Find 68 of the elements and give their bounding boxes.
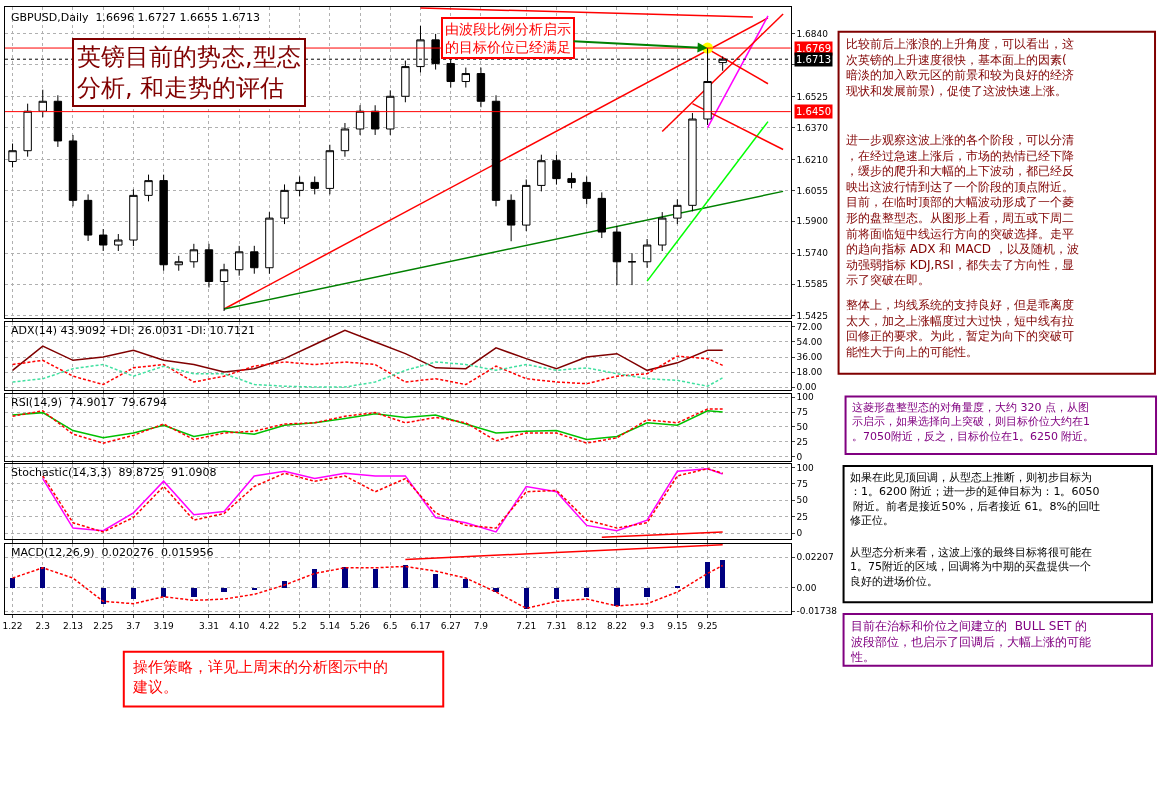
x-tick-label: 1.22 [2,620,23,631]
chart-title: ADX(14) 43.9092 +DI: 26.0031 -DI: 10.7121 [11,324,256,337]
y-tick-label: 0 [796,452,803,463]
x-tick-label: 5.14 [319,620,341,631]
x-tick-label: 7.31 [546,620,567,631]
chart-title: Stochastic(14,3,3) 89.8725 91.0908 [11,466,217,479]
y-tick-label: 1.5585 [796,279,828,290]
y-tick-label: 75 [796,479,808,489]
y-tick-label: 0.00 [796,582,817,593]
y-tick-label: 1.5900 [796,216,829,227]
y-tick-label: -0.01738 [796,606,838,617]
y-tick-label: 100 [796,462,814,473]
y-tick-label: 0 [796,528,803,539]
text: 从型态分析来看，这波上涨的最终目标将很可能在1。75附近的区域，回调将为中期的买盘提供一个良好的进场价位。 [850,546,1092,588]
y-tick-label: 25 [796,511,808,522]
x-tick-label: 2.13 [62,620,84,631]
y-tick-label: 1.6840 [796,29,829,40]
text: 这菱形盘整型态的对角量度，大约 320 点，从图示启示，如果选择向上突破，则目标价位大约在1。7050附近，反之，目标价位在1。6250 附近。 [852,401,1095,443]
text: 目前在治标和价位之间建立的 BULL SET 的波段部位，也启示了回调后，大幅上涨的可能性。 [850,619,1091,665]
x-tick-label: 8.22 [606,620,627,631]
y-tick-label: 1.6525 [796,91,828,102]
y-tick-label: 0.00 [796,382,817,393]
x-tick-label: 4.22 [259,620,280,631]
y-tick-label: 25 [796,437,808,448]
x-tick-label: 6.27 [440,620,461,631]
text: 整体上，均线系统的支持良好，但是乖离度太大，加之上涨幅度过大过快，短中线有拉回修正的要求。为此，暂定为向下的突破可能性大于向上的可能性。 [846,298,1074,359]
x-tick-label: 8.12 [576,620,597,631]
y-tick-label: 75 [796,407,808,418]
y-tick-label: 1.6055 [796,185,828,196]
x-tick-label: 3.7 [126,620,141,631]
text: 进一步观察这波上涨的各个阶段，可以分清，在经过急速上涨后，市场的热情已经下降，缓步的爬升和大幅的上下波动，都已经反映出这波行情到达了一个阶段的顶点附近。目前，在临时顶部的大幅波动形成了一个菱形的盘整型态。从图形上看，周五或下周二前将面临短中线运行方向的突破选择。走平的趋向指标 ADX 和 MACD ，以及随机，波动强弱指标 KDJ,RSI，都失去了方向性，显示了突破在即。 [846,133,1079,288]
ref-line-label: 1.6713 [796,54,831,65]
chart-title: MACD(12,26,9) 0.020276 0.015956 [11,546,214,559]
x-tick-label: 7.21 [516,620,537,631]
x-tick-label: 3.19 [153,620,174,631]
x-tick-label: 9.3 [639,620,655,631]
y-tick-label: 0.02207 [796,552,834,563]
text: 操作策略，详见上周末的分析图示中的建议。 [132,658,388,696]
y-tick-label: 18.00 [796,367,823,378]
y-tick-label: 1.5740 [796,248,829,259]
y-tick-label: 36.00 [796,352,823,363]
y-tick-label: 1.6210 [796,154,829,165]
x-tick-label: 4.10 [229,620,250,631]
y-tick-label: 54.00 [796,337,823,348]
x-tick-label: 2.25 [93,620,114,631]
x-tick-label: 6.17 [410,620,431,631]
x-tick-label: 5.26 [350,620,371,631]
chart-title: GBPUSD,Daily 1.6696 1.6727 1.6655 1.6713 [11,11,260,24]
ref-line-label: 1.6769 [796,43,831,54]
y-tick-label: 100 [796,392,814,403]
text: 如果在此见顶回调，从型态上推断，则初步目标为：1。6200 附近；进一步的延伸目标为：1。6050 附近。前者是接近50%，后者接近 61。8%的回吐修正位。 [850,471,1100,527]
text: 比较前后上涨浪的上升角度，可以看出，这次英镑的上升速度很快，基本面上的因素(暗淡的加入欧元区的前景和较为良好的经济现状和发展前景)，促使了这波快速上涨。 [846,37,1074,98]
x-tick-label: 6.5 [383,620,398,631]
x-tick-label: 9.25 [697,620,718,631]
y-tick-label: 50 [796,422,809,433]
annotation: 英镑目前的势态,型态分析, 和走势的评估 [77,43,301,103]
y-tick-label: 72.00 [796,322,823,333]
ref-line-label: 1.6450 [796,106,831,117]
x-tick-label: 3.31 [198,620,219,631]
y-tick-label: 1.6370 [796,122,829,133]
y-tick-label: 1.5425 [796,311,828,322]
chart-title: RSI(14,9) 74.9017 79.6794 [11,396,167,409]
annotation: 由波段比例分析启示的目标价位已经满足 [445,21,571,56]
x-tick-label: 5.2 [292,620,307,631]
x-tick-label: 9.15 [667,620,688,631]
x-tick-label: 7.9 [473,620,489,631]
x-tick-label: 2.3 [35,620,50,631]
y-tick-label: 50 [796,495,809,506]
